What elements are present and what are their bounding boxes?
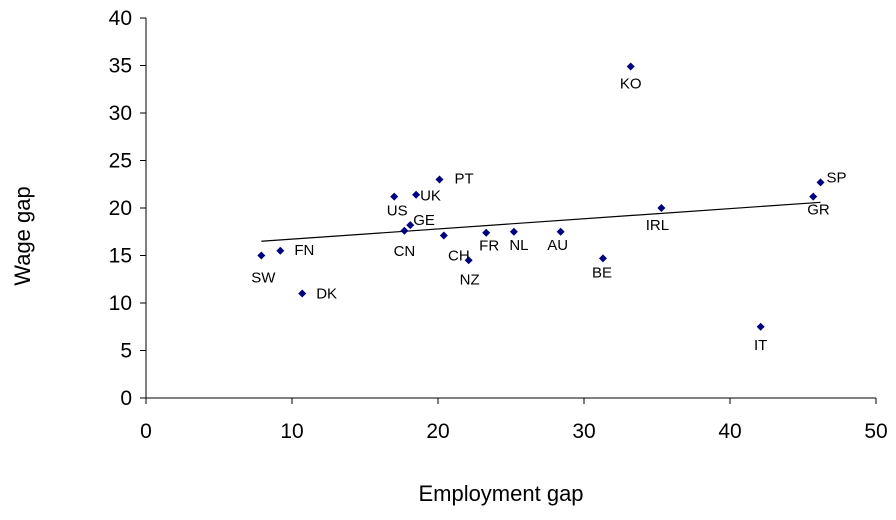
x-tick-label: 20 [426,420,449,443]
data-point-irl [657,204,666,212]
point-label-dk: DK [316,286,337,303]
x-tick-label: 10 [280,420,303,443]
point-label-cn: CN [394,243,416,260]
data-point-ko [626,62,635,71]
x-tick-label: 30 [572,420,595,443]
point-label-pt: PT [454,171,473,188]
data-points [257,62,825,331]
point-label-uk: UK [420,188,441,205]
y-tick-label: 10 [109,292,132,315]
y-tick-label: 40 [109,7,132,30]
point-label-ko: KO [620,75,642,92]
y-axis-ticks: 0 5 10 15 20 25 30 35 40 [109,7,146,410]
trend-line [261,201,821,242]
x-tick-label: 0 [140,420,152,443]
data-point-uk [412,190,421,199]
point-label-fr: FR [479,238,499,255]
data-point-fn [276,246,285,255]
point-label-fn: FN [294,242,314,259]
y-tick-label: 35 [109,55,132,78]
point-label-irl: IRL [646,217,669,234]
point-label-sp: SP [827,169,847,186]
point-label-gr: GR [807,202,830,219]
x-axis-title: Employment gap [418,481,583,506]
y-tick-label: 25 [109,150,132,173]
data-point-fr [482,228,491,237]
plot-area: 0 10 20 30 40 50 0 5 10 15 20 25 30 35 40 KO PT SP UK US G… [109,7,888,443]
y-axis-title: Wage gap [10,186,35,285]
point-label-ch: CH [448,248,470,265]
data-point-ch [439,231,448,240]
x-axis-ticks: 0 10 20 30 40 50 [140,398,888,443]
point-label-au: AU [547,237,568,254]
point-labels: KO PT SP UK US GR IRL GE CN FR NL AU CH FN SW BE NZ DK IT [251,75,846,353]
point-label-be: BE [592,264,612,281]
point-label-nl: NL [509,237,528,254]
point-label-sw: SW [251,270,276,287]
y-tick-label: 0 [120,387,132,410]
data-point-sw [257,251,266,260]
data-point-be [598,254,607,263]
x-tick-label: 40 [718,420,741,443]
data-point-au [556,227,565,236]
data-point-cn [400,226,409,235]
data-point-sp [816,178,825,187]
data-point-gr [809,192,818,201]
data-point-dk [298,289,307,298]
y-tick-label: 30 [109,102,132,125]
data-point-pt [435,175,444,184]
y-tick-label: 20 [109,197,132,220]
data-point-ge [406,221,415,230]
data-point-us [390,192,399,201]
data-point-nl [509,227,518,236]
point-label-ge: GE [413,212,435,229]
y-tick-label: 15 [109,245,132,268]
y-tick-label: 5 [120,340,132,363]
data-point-it [756,322,765,331]
data-point-nz [464,256,473,265]
point-label-us: US [387,203,408,220]
point-label-it: IT [754,337,767,354]
x-tick-label: 50 [864,420,887,443]
point-label-nz: NZ [460,271,480,288]
